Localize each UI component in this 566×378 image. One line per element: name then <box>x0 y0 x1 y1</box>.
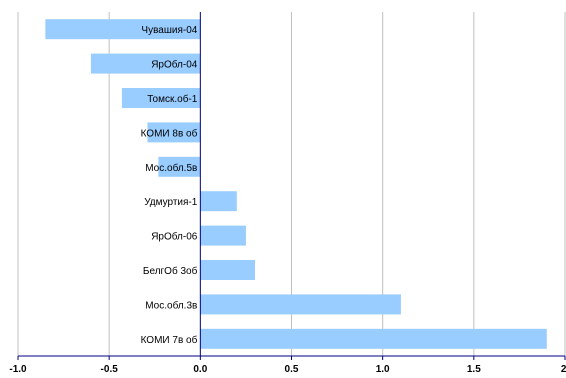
bar-7 <box>200 260 256 280</box>
bar-0 <box>45 19 201 40</box>
bar-4 <box>158 156 201 177</box>
category-label-5: Удмуртия-1 <box>144 197 198 208</box>
category-label-7: БелгОб 3об <box>143 265 198 277</box>
category-label-3: КОМИ 8в об <box>141 127 198 139</box>
category-label-4: Мос.обл.5в <box>145 162 197 174</box>
bar-3 <box>147 122 201 143</box>
bar-6 <box>200 225 246 246</box>
x-tick-label-2: 0.0 <box>193 364 207 375</box>
x-tick-label-3: 0.5 <box>285 364 299 375</box>
x-tick-label-6: 2. <box>561 364 566 375</box>
category-label-2: Томск.об-1 <box>147 93 198 105</box>
bar-9 <box>200 328 547 349</box>
x-tick-label-1: -0.5 <box>101 364 119 375</box>
x-tick-label-0: -1.0 <box>9 364 27 375</box>
bar-1 <box>90 53 201 74</box>
bar-5 <box>200 191 237 212</box>
bar-2 <box>121 88 201 108</box>
category-label-8: Мос.обл.3в <box>145 299 197 311</box>
x-tick-label-5: 1.5 <box>467 364 481 375</box>
bar-8 <box>200 294 401 315</box>
category-label-1: ЯрОбл-04 <box>151 59 198 71</box>
category-label-6: ЯрОбл-06 <box>151 231 198 243</box>
category-label-0: Чувашия-04 <box>141 25 197 36</box>
category-label-9: КОМИ 7в об <box>141 334 198 346</box>
x-tick-label-4: 1.0 <box>376 364 390 375</box>
